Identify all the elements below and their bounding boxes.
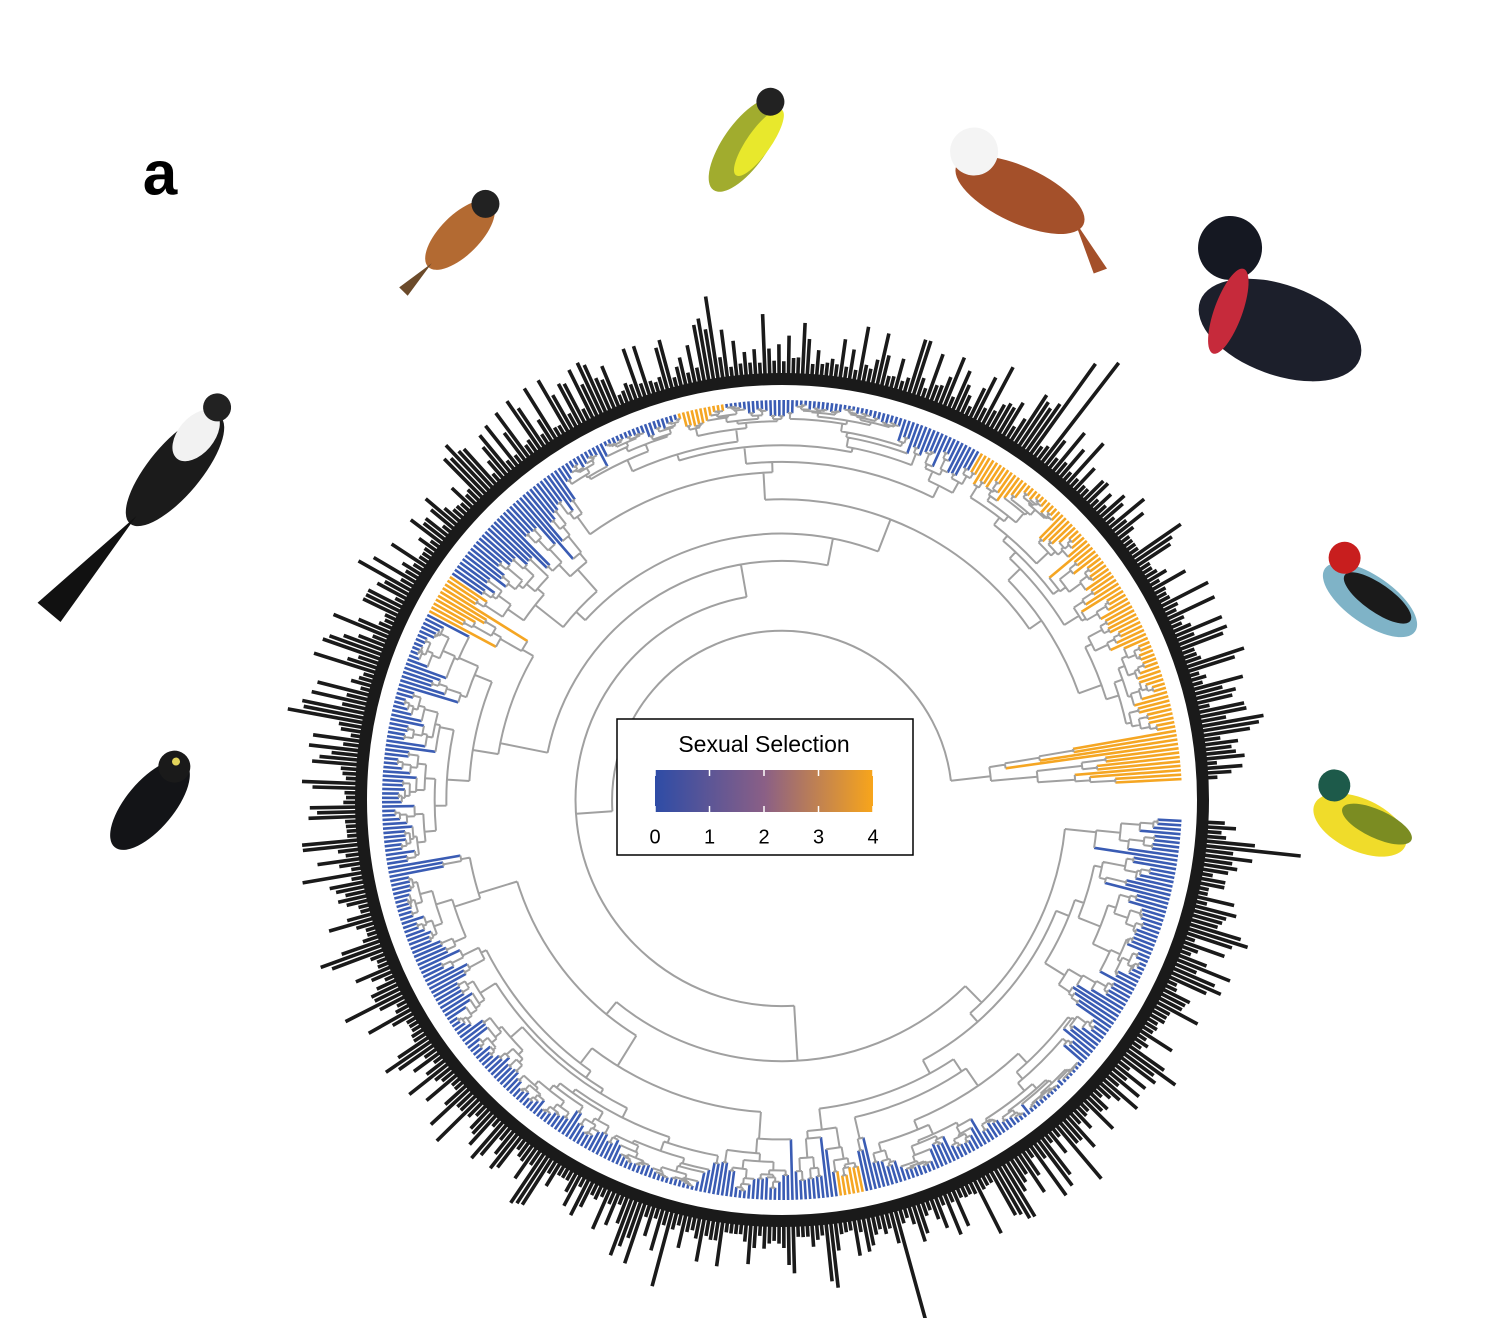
color-bar-ticks: 0 1 2 3 4 [649,770,879,848]
legend-title: Sexual Selection [678,731,849,757]
tip-branches [381,399,1182,1201]
tick-label: 1 [704,826,715,848]
bird [399,189,500,296]
bird [37,393,232,622]
bird [1313,769,1412,857]
tick-label: 2 [758,826,769,848]
panel-label: a [143,139,178,208]
tick-label: 3 [813,826,824,848]
trait-bars [287,296,1301,1318]
phylogeny [381,399,1182,1201]
bird-illustrations [37,87,1418,857]
bird [1198,215,1362,382]
bird [950,127,1108,274]
bird [110,750,191,850]
internal-branches [394,404,1159,1192]
ring [355,373,1209,1227]
bird [1322,541,1418,638]
tip-branches [428,404,1182,1196]
legend: Sexual Selection 0 1 2 3 4 [616,718,914,856]
tick-label: 0 [649,826,660,848]
tick-label: 4 [867,826,878,848]
color-bar [655,770,873,812]
bird [708,87,785,192]
bars [287,296,1301,1318]
